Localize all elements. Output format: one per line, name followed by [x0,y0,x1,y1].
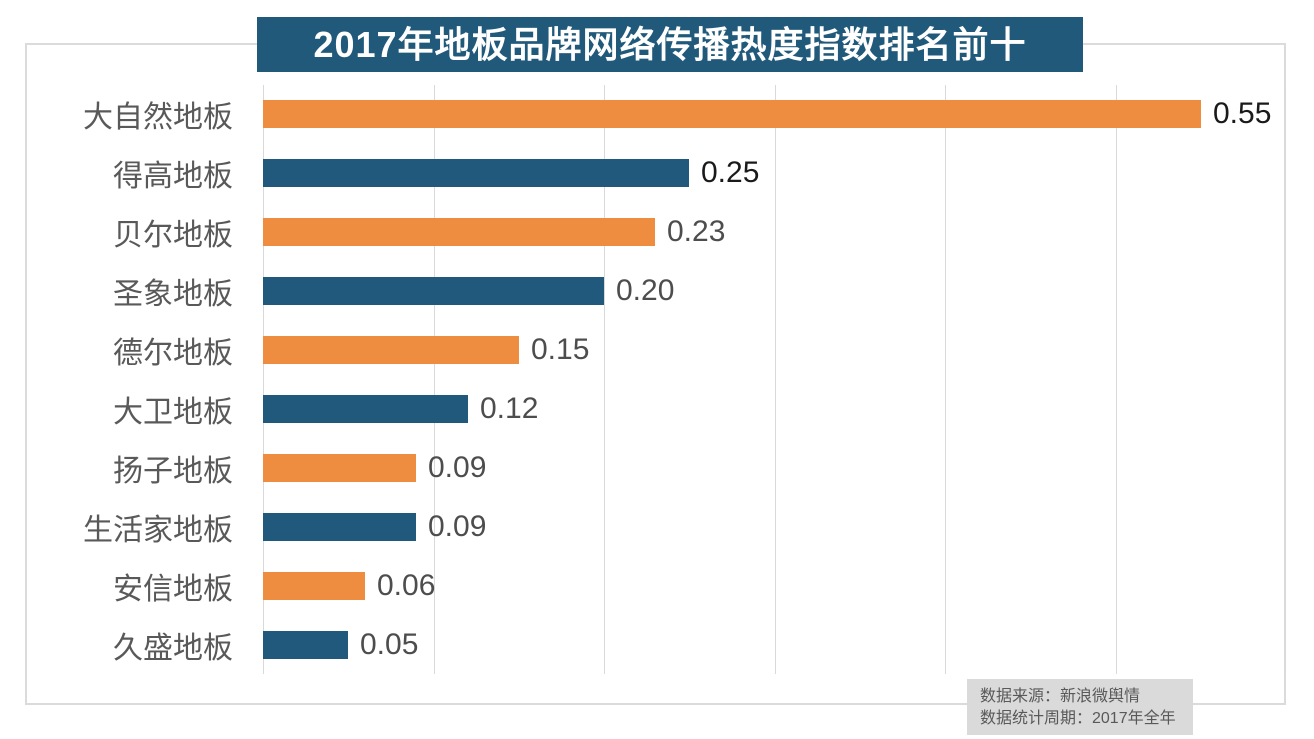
chart-title: 2017年地板品牌网络传播热度指数排名前十 [257,17,1083,72]
gridline [775,85,776,674]
bar-row: 贝尔地板 0.23 [0,203,1314,262]
value-label: 0.15 [531,333,590,367]
value-label: 0.12 [480,391,539,425]
bar [263,571,365,600]
bar [263,512,416,541]
bar-row: 大自然地板 0.55 [0,85,1314,144]
bar-rows: 大自然地板 0.55 得高地板 0.25 贝尔地板 0.23 圣象地板 0.20 德尔地板 0.1… [0,85,1314,674]
value-label: 0.05 [360,627,419,661]
category-label: 得高地板 [113,160,233,194]
value-label: 0.55 [1213,97,1272,131]
bar [263,218,655,247]
category-label: 圣象地板 [113,278,233,312]
category-label: 安信地板 [113,572,233,606]
value-label: 0.25 [701,156,760,190]
bar-row: 得高地板 0.25 [0,144,1314,203]
bar-row: 生活家地板 0.09 [0,497,1314,556]
plot-area [263,85,1286,674]
source-note-line1: 数据来源：新浪微舆情 [980,688,1141,705]
gridline [434,85,435,674]
category-label: 大自然地板 [83,101,233,135]
bar [263,100,1201,129]
gridline [1285,85,1286,674]
value-label: 0.20 [616,274,675,308]
source-note: 数据来源：新浪微舆情 数据统计周期：2017年全年 [967,679,1193,735]
category-label: 德尔地板 [113,337,233,371]
bar-row: 德尔地板 0.15 [0,321,1314,380]
value-label: 0.09 [428,450,487,484]
bar-row: 久盛地板 0.05 [0,615,1314,674]
gridline [604,85,605,674]
bar [263,277,604,306]
bar-row: 安信地板 0.06 [0,556,1314,615]
category-label: 扬子地板 [113,454,233,488]
category-label: 贝尔地板 [113,219,233,253]
bar-row: 圣象地板 0.20 [0,262,1314,321]
gridline [1116,85,1117,674]
gridline [945,85,946,674]
value-label: 0.06 [377,568,436,602]
source-note-line2: 数据统计周期：2017年全年 [980,710,1176,727]
gridline [263,85,264,674]
bar [263,336,519,365]
value-label: 0.23 [667,215,726,249]
value-label: 0.09 [428,509,487,543]
category-label: 大卫地板 [113,395,233,429]
category-label: 生活家地板 [83,513,233,547]
bar [263,394,468,423]
bar [263,453,416,482]
bar [263,630,348,659]
category-label: 久盛地板 [113,631,233,665]
bar [263,159,689,188]
bar-row: 大卫地板 0.12 [0,380,1314,439]
bar-row: 扬子地板 0.09 [0,438,1314,497]
